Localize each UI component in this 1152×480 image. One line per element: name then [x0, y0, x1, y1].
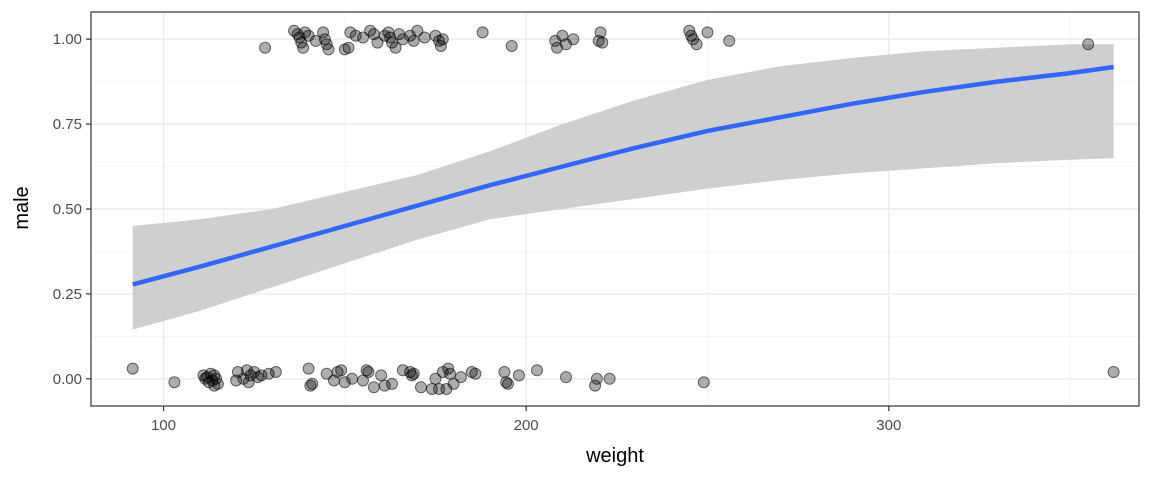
x-axis-ticks: 100 200 300 [151, 406, 901, 434]
y-tick-label: 0.50 [53, 201, 82, 218]
data-point [302, 362, 315, 375]
x-tick-label: 300 [876, 417, 901, 434]
data-point [349, 29, 362, 42]
y-axis-ticks: 0.00 0.25 0.50 0.75 1.00 [53, 31, 91, 388]
data-point [596, 36, 609, 49]
y-tick-label: 0.75 [53, 116, 82, 133]
y-axis-title: male [11, 186, 33, 229]
data-point [1082, 38, 1095, 51]
x-axis-title: weight [585, 445, 644, 467]
x-tick-label: 100 [151, 417, 176, 434]
data-point [531, 364, 543, 377]
data-point [560, 371, 572, 384]
data-point [505, 40, 518, 52]
data-point [407, 34, 420, 47]
data-point [469, 367, 482, 380]
data-point [405, 369, 418, 382]
data-point [697, 376, 710, 389]
data-point [346, 372, 359, 385]
data-point [299, 26, 311, 39]
data-point [411, 24, 424, 37]
data-point [434, 40, 447, 52]
data-point [723, 34, 736, 47]
x-tick-label: 200 [514, 417, 539, 434]
data-point [255, 369, 268, 382]
data-point [396, 364, 409, 377]
data-point [436, 33, 449, 46]
data-point [211, 377, 224, 390]
data-point [567, 33, 580, 46]
data-point [476, 26, 489, 39]
data-point [269, 366, 282, 378]
data-point [1107, 366, 1120, 378]
data-point [444, 367, 456, 380]
data-point [360, 364, 373, 377]
data-points [126, 24, 1120, 395]
confidence-band [132, 44, 1114, 330]
data-point [371, 36, 384, 49]
data-point [589, 379, 602, 392]
data-point [367, 381, 380, 394]
data-point [304, 379, 317, 392]
data-point [415, 381, 427, 394]
data-point [306, 377, 319, 390]
data-point [262, 367, 275, 380]
fit-line [132, 64, 1114, 287]
data-point [317, 26, 330, 39]
data-point [126, 362, 139, 375]
data-point [594, 26, 607, 39]
data-point [357, 31, 369, 44]
data-point [309, 34, 322, 47]
data-point [322, 43, 335, 56]
y-tick-label: 0.00 [53, 371, 82, 388]
data-point [386, 377, 398, 390]
data-point [338, 376, 351, 389]
data-point [297, 41, 310, 54]
data-point [378, 379, 391, 392]
data-point [603, 372, 616, 385]
data-point [551, 41, 563, 54]
data-point [701, 26, 714, 39]
data-point [362, 366, 375, 378]
data-point [242, 376, 255, 389]
data-point [168, 376, 181, 389]
data-point [447, 377, 460, 390]
data-point [498, 366, 511, 378]
y-tick-label: 0.25 [53, 286, 82, 303]
data-point [454, 371, 467, 384]
data-point [512, 369, 525, 382]
data-point [342, 41, 355, 54]
data-point [375, 369, 388, 382]
data-point [389, 41, 402, 54]
data-point [407, 367, 420, 380]
data-point [590, 372, 603, 385]
data-point [259, 41, 272, 54]
data-point [500, 376, 513, 389]
data-point [418, 31, 431, 44]
data-point [335, 364, 348, 377]
data-point [690, 38, 703, 51]
y-tick-label: 1.00 [53, 31, 82, 48]
data-point [502, 377, 514, 390]
